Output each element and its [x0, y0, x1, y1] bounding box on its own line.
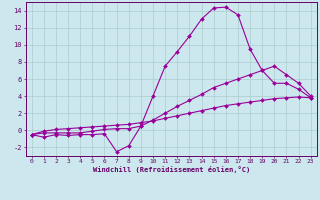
X-axis label: Windchill (Refroidissement éolien,°C): Windchill (Refroidissement éolien,°C)	[92, 166, 250, 173]
